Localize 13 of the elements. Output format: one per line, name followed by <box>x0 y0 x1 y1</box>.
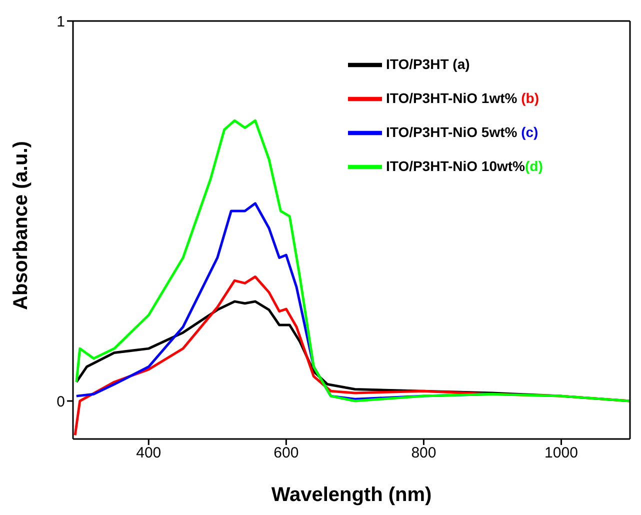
x-tick-label: 1000 <box>544 444 578 462</box>
y-tick-label: 1 <box>56 13 65 30</box>
legend-label: ITO/P3HT (a) <box>386 56 470 72</box>
y-axis-title: Absorbance (a.u.) <box>10 141 32 310</box>
x-tick-label: 400 <box>136 444 162 462</box>
x-tick-label: 800 <box>411 444 436 462</box>
legend-label: ITO/P3HT-NiO 10wt%(d) <box>386 158 543 174</box>
x-axis-title: Wavelength (nm) <box>271 484 432 506</box>
line-series <box>75 119 630 402</box>
x-tick-label: 600 <box>274 444 299 462</box>
legend-label: ITO/P3HT-NiO 5wt% (c) <box>386 124 538 140</box>
legend-label: ITO/P3HT-NiO 1wt% (b) <box>386 90 539 106</box>
y-tick-label: 0 <box>56 393 65 410</box>
